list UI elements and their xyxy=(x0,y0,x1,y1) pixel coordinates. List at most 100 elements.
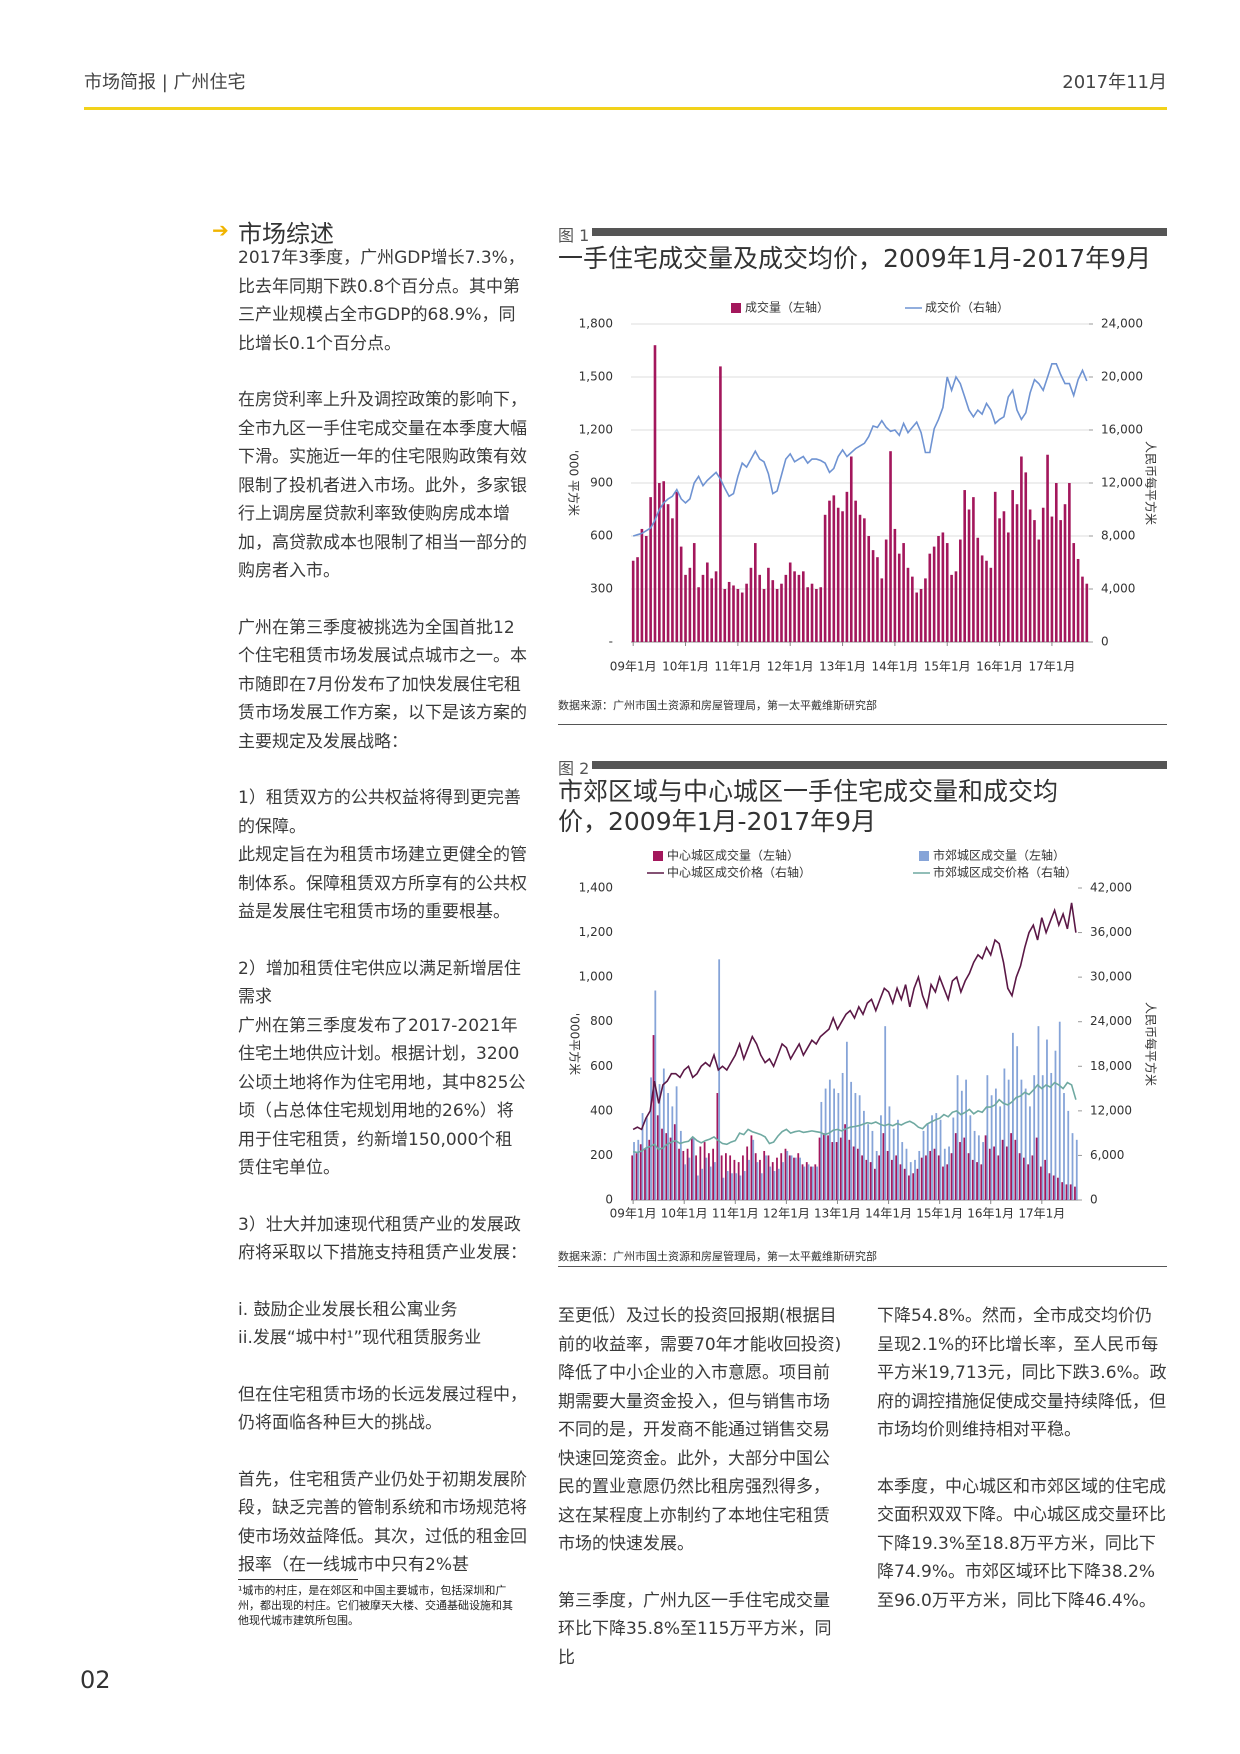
bar xyxy=(941,532,945,642)
x-tick-label: 11年1月 xyxy=(714,660,761,674)
bar xyxy=(754,543,757,642)
bar xyxy=(889,451,892,642)
bar xyxy=(1015,504,1019,642)
page-number: 02 xyxy=(80,1666,111,1694)
legend-swatch xyxy=(653,851,663,861)
bar xyxy=(1075,1139,1078,1200)
bar xyxy=(908,1175,910,1200)
bar xyxy=(631,1155,634,1200)
bar xyxy=(716,1093,719,1200)
bar xyxy=(675,491,679,642)
bar xyxy=(897,1119,899,1200)
bar xyxy=(673,1124,676,1200)
bar xyxy=(699,1146,702,1200)
x-tick-label: 16年1月 xyxy=(967,1207,1014,1221)
bar xyxy=(815,589,818,642)
y-tick-label: 1,500 xyxy=(579,370,613,384)
figure-bar xyxy=(592,228,1167,236)
bar xyxy=(926,1124,929,1200)
y-tick-label: 600 xyxy=(590,529,613,543)
legend-swatch xyxy=(731,303,741,313)
bar xyxy=(905,1148,908,1200)
bar xyxy=(931,1115,933,1200)
bar xyxy=(1071,1133,1074,1200)
bar xyxy=(780,1153,783,1200)
bar xyxy=(837,1093,840,1200)
bar xyxy=(912,1173,915,1200)
bar xyxy=(863,1110,865,1200)
bar xyxy=(928,553,932,642)
x-tick-label: 09年1月 xyxy=(610,1207,657,1221)
bar xyxy=(820,1101,823,1200)
bar xyxy=(902,543,905,642)
bar xyxy=(850,1081,853,1200)
bar xyxy=(929,1150,932,1200)
x-tick-label: 14年1月 xyxy=(865,1207,912,1221)
y-tick-label: 1,400 xyxy=(579,881,613,895)
bar xyxy=(994,1088,997,1200)
bar xyxy=(1085,583,1089,642)
y2-tick-label: 18,000 xyxy=(1090,1059,1132,1073)
bar xyxy=(833,1088,836,1200)
bar xyxy=(1048,1173,1051,1200)
bar xyxy=(1020,1079,1023,1200)
bar xyxy=(946,1164,949,1200)
bar xyxy=(827,1135,829,1200)
bar xyxy=(985,560,988,642)
bar xyxy=(1005,1146,1008,1200)
bar xyxy=(782,1162,784,1200)
bar xyxy=(959,1142,961,1200)
bar xyxy=(640,528,644,642)
bar xyxy=(976,1162,978,1200)
bar xyxy=(1016,1046,1019,1200)
y2-tick-label: 24,000 xyxy=(1090,1014,1132,1028)
bar xyxy=(669,1137,672,1200)
bar xyxy=(925,1155,927,1200)
bar xyxy=(956,1075,959,1200)
bar xyxy=(777,1168,780,1200)
bar xyxy=(701,574,705,642)
y-axis-label: '000平方米 xyxy=(568,1013,583,1075)
bar xyxy=(969,1115,972,1200)
bar xyxy=(637,1139,640,1200)
bar xyxy=(982,1142,985,1200)
paragraph: 首先，住宅租赁产业仍处于初期发展阶段，缺乏完善的管制系统和市场规范将使市场效益降… xyxy=(238,1469,527,1576)
footnote: ¹城市的村庄，是在郊区和中国主要城市，包括深圳和广州，都出现的村庄。它们被摩天大… xyxy=(238,1584,513,1627)
bar xyxy=(682,1150,685,1200)
bar xyxy=(865,1159,868,1200)
bar xyxy=(831,1142,834,1200)
bar xyxy=(1028,509,1032,642)
bar xyxy=(788,562,792,642)
bar xyxy=(1046,454,1049,642)
bar xyxy=(1050,516,1054,642)
bar xyxy=(819,587,823,642)
x-tick-label: 16年1月 xyxy=(976,660,1023,674)
bar xyxy=(710,578,714,642)
bar xyxy=(845,491,849,642)
bar xyxy=(784,1148,787,1200)
paragraph: 本季度，中心城区和市郊区域的住宅成交面积双双下降。中心城区成交量环比下降19.3… xyxy=(877,1476,1166,1611)
bar xyxy=(1022,1157,1025,1200)
bar xyxy=(732,585,735,642)
bar xyxy=(1057,1177,1059,1200)
bar xyxy=(1074,1186,1076,1200)
bar xyxy=(731,1173,733,1200)
bar xyxy=(909,1162,912,1200)
bar xyxy=(692,543,696,642)
bar xyxy=(1040,1166,1042,1200)
figure-label: 图 1 xyxy=(558,226,590,245)
bar xyxy=(765,1155,767,1200)
bar xyxy=(661,1128,663,1200)
y2-tick-label: 42,000 xyxy=(1090,881,1132,895)
bar xyxy=(835,1142,838,1200)
bar xyxy=(891,1159,893,1200)
bar xyxy=(869,1162,872,1200)
bar xyxy=(671,1106,674,1200)
bar xyxy=(797,574,801,642)
bar xyxy=(854,500,857,642)
bar xyxy=(631,560,635,642)
bar xyxy=(871,1130,874,1200)
y-tick-label: 200 xyxy=(590,1148,613,1162)
paragraph: 下降54.8%。然而，全市成交均价仍呈现2.1%的环比增长率，至人民币每平方米1… xyxy=(877,1306,1167,1440)
